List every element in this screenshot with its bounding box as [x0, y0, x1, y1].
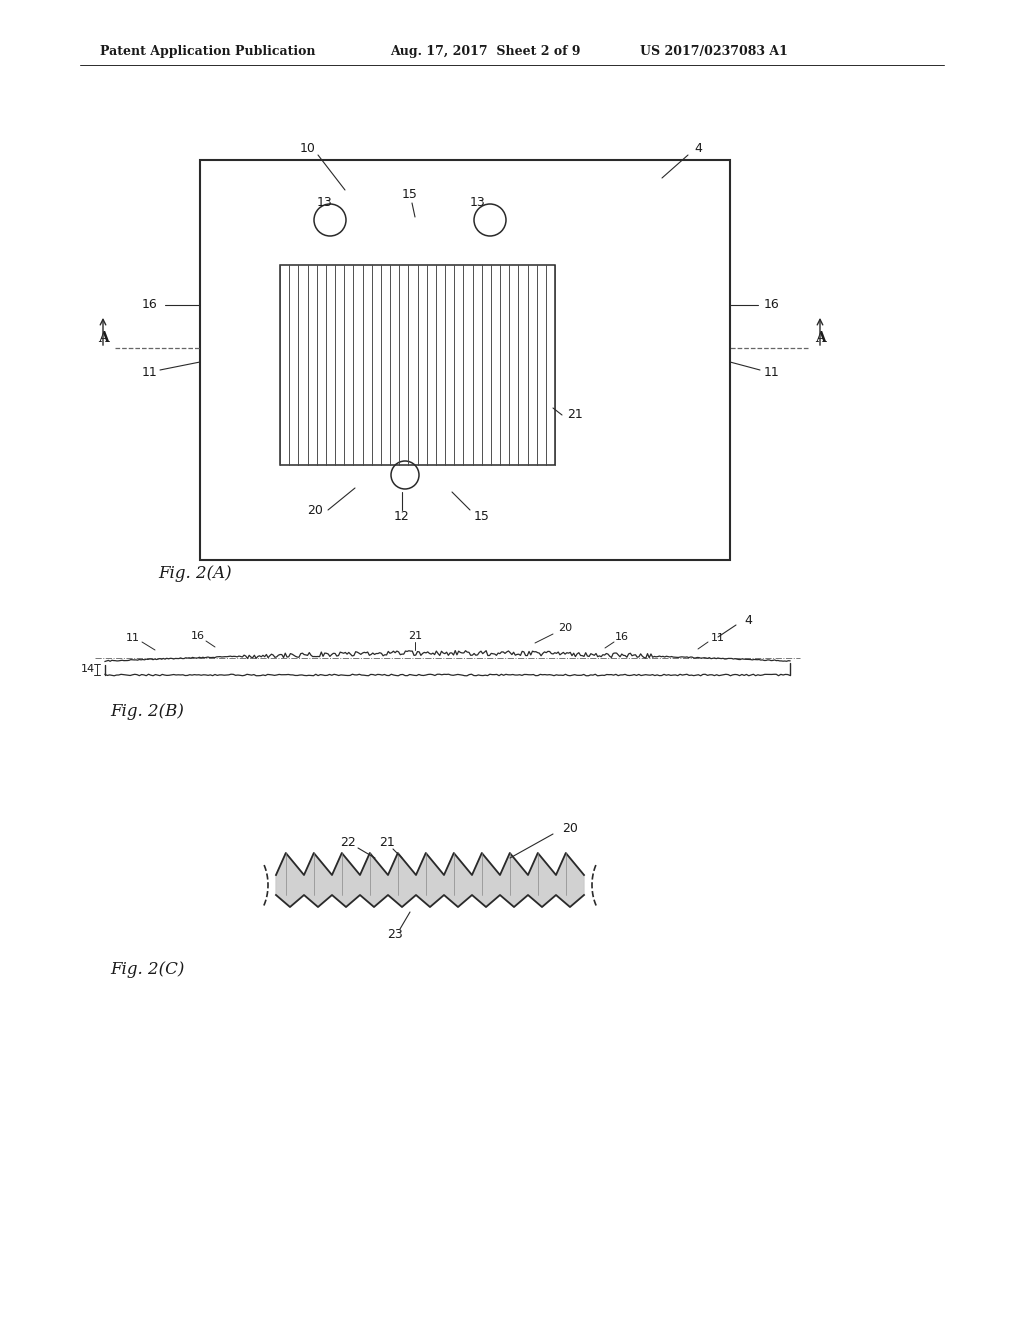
- Text: 21: 21: [408, 631, 422, 642]
- Polygon shape: [276, 853, 584, 907]
- Text: 20: 20: [307, 503, 323, 516]
- Text: 11: 11: [126, 634, 140, 643]
- Text: Fig. 2(A): Fig. 2(A): [158, 565, 231, 582]
- Text: 16: 16: [764, 298, 780, 312]
- Text: 22: 22: [340, 837, 356, 850]
- Text: 4: 4: [694, 141, 701, 154]
- Text: 20: 20: [562, 821, 578, 834]
- Text: 23: 23: [387, 928, 402, 941]
- Text: Aug. 17, 2017  Sheet 2 of 9: Aug. 17, 2017 Sheet 2 of 9: [390, 45, 581, 58]
- Bar: [280, 265, 555, 465]
- Text: 4: 4: [744, 614, 752, 627]
- Text: 15: 15: [474, 510, 489, 523]
- Text: 11: 11: [142, 366, 158, 379]
- Text: 20: 20: [558, 623, 572, 634]
- Text: A: A: [97, 331, 109, 345]
- Text: 16: 16: [191, 631, 205, 642]
- Text: 21: 21: [379, 837, 395, 850]
- Text: 15: 15: [402, 189, 418, 202]
- Text: 16: 16: [142, 298, 158, 312]
- Text: 14: 14: [81, 664, 95, 675]
- Text: US 2017/0237083 A1: US 2017/0237083 A1: [640, 45, 787, 58]
- Text: 11: 11: [764, 366, 780, 379]
- Text: 13: 13: [470, 197, 485, 210]
- Text: 10: 10: [300, 141, 316, 154]
- Text: 16: 16: [615, 632, 629, 642]
- Text: Fig. 2(B): Fig. 2(B): [110, 704, 184, 721]
- Bar: [200, 160, 730, 560]
- Text: 11: 11: [711, 634, 725, 643]
- Text: 12: 12: [394, 511, 410, 524]
- Text: Patent Application Publication: Patent Application Publication: [100, 45, 315, 58]
- Text: Fig. 2(C): Fig. 2(C): [110, 961, 184, 978]
- Text: A: A: [815, 331, 825, 345]
- Text: 21: 21: [567, 408, 583, 421]
- Text: 13: 13: [317, 197, 333, 210]
